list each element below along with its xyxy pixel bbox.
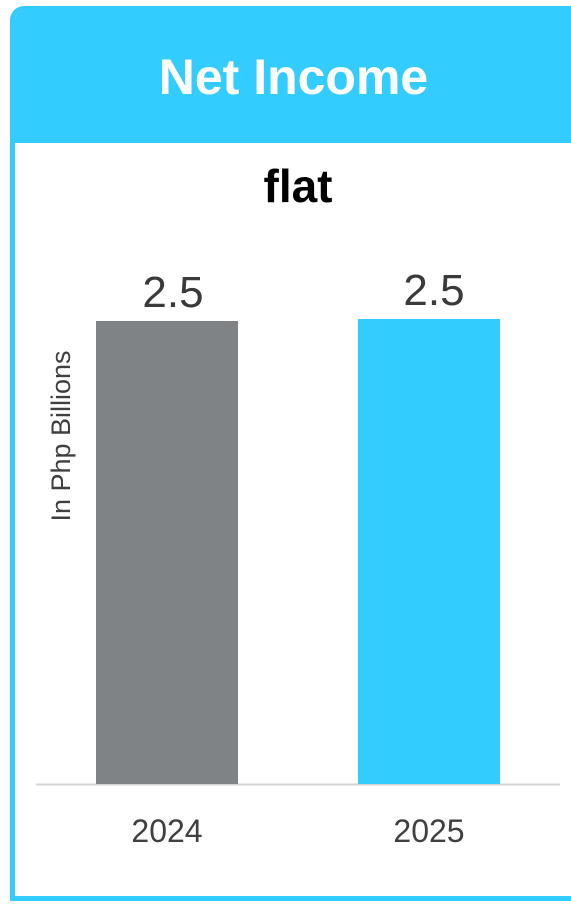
x-tick-label-2024: 2024 [131,813,202,849]
data-label-2025: 2.5 [403,266,464,315]
bar-2024 [96,321,238,784]
y-axis-label: In Php Billions [46,350,76,521]
x-tick-label-2025: 2025 [393,813,464,849]
chart-subtitle: flat [264,160,333,212]
card-header: Net Income [15,11,571,143]
card-title: Net Income [158,49,429,105]
bars-layer: 2.5 2024 2.5 2025 [96,266,500,849]
bar-2025 [358,319,500,784]
data-label-2024: 2.5 [142,268,203,317]
